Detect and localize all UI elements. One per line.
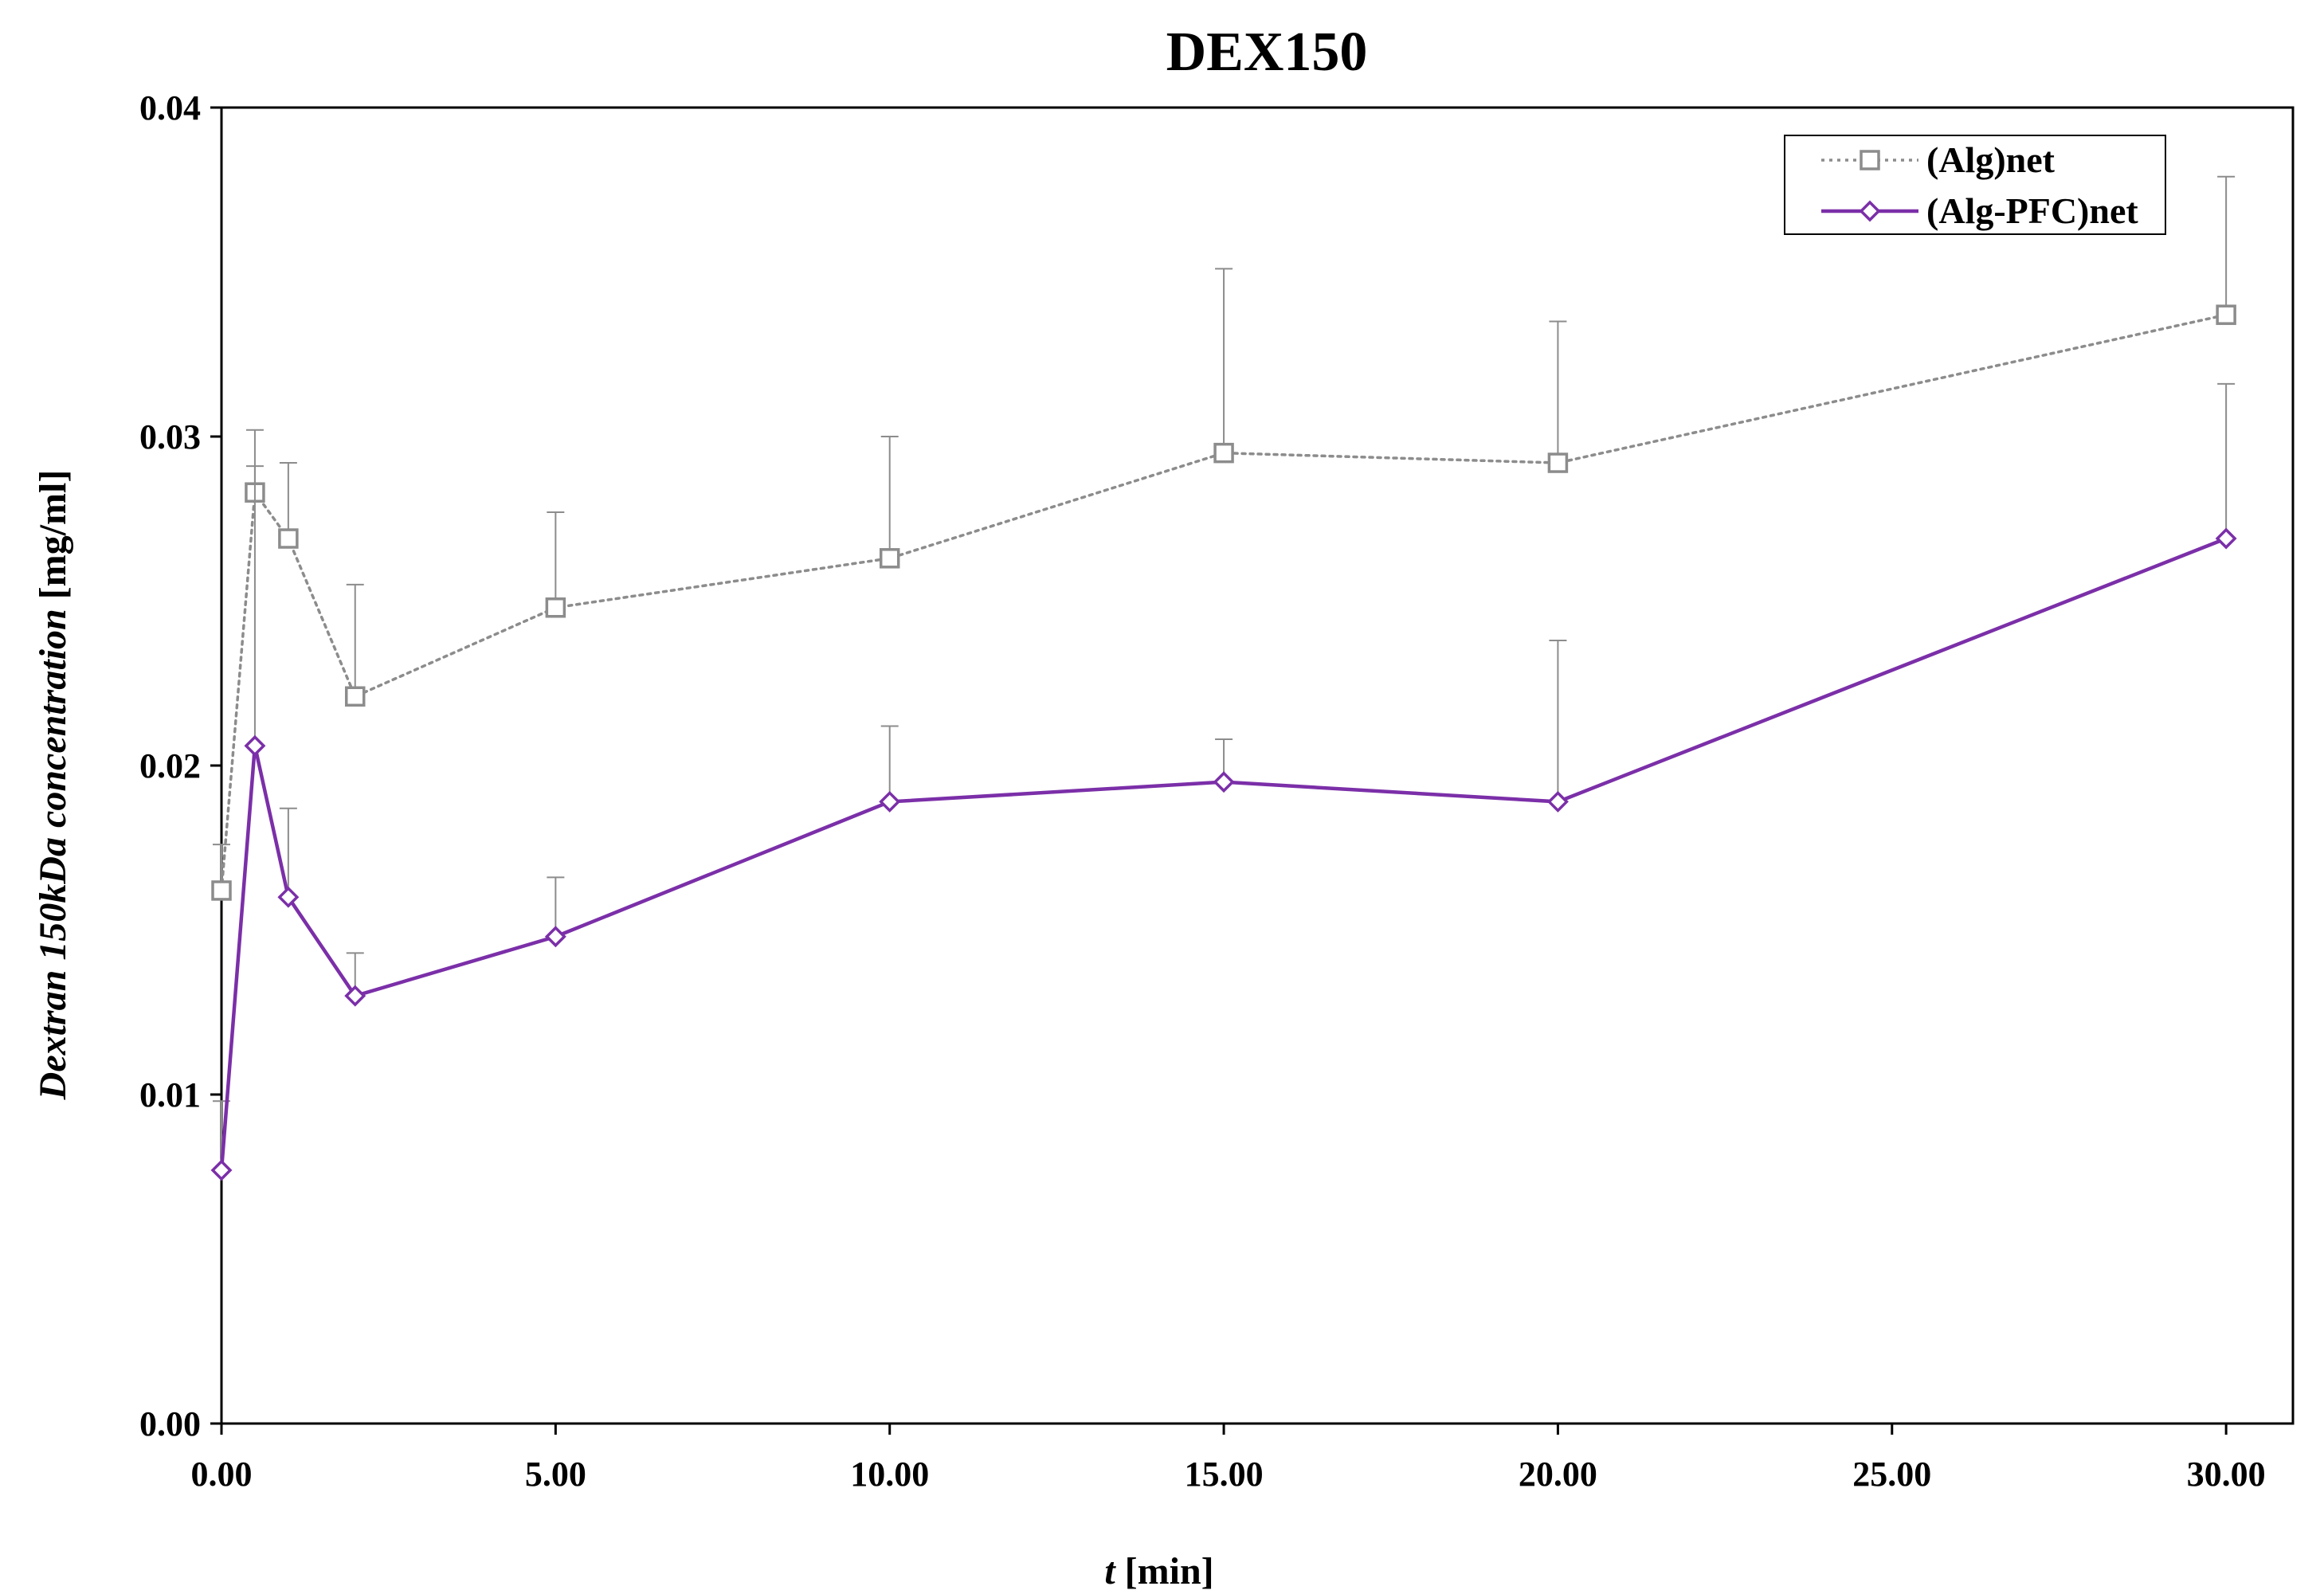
legend-marker (1860, 150, 1880, 170)
x-axis: 0.00 5.00 10.00 15.00 20.00 25.00 30.00 (191, 1424, 2266, 1494)
legend-label: (Alg-PFC)net (1926, 190, 2138, 231)
legend-box (1784, 135, 2166, 235)
y-axis: 0.00 0.01 0.02 0.03 0.04 (139, 88, 221, 1443)
data-point (879, 548, 900, 569)
plot-frame (220, 106, 2295, 1425)
x-tick-label: 15.00 (1185, 1455, 1264, 1494)
legend: (Alg)net (Alg-PFC)net (1784, 135, 2166, 235)
data-point (545, 597, 566, 618)
series-line (219, 536, 2228, 1173)
y-axis-label-quantity: Dextran 150kDa concentration (32, 609, 74, 1100)
legend-item: (Alg-PFC)net (1821, 190, 2138, 231)
error-bars (213, 175, 2236, 891)
y-tick-label: 0.04 (139, 88, 201, 127)
data-point (1213, 771, 1235, 793)
data-point (879, 790, 901, 813)
x-tick-label: 30.00 (2187, 1455, 2266, 1494)
x-axis-label-unit: [min] (1115, 1550, 1214, 1592)
legend-label: (Alg)net (1926, 139, 2056, 180)
y-axis-label: Dextran 150kDa concentration [mg/ml] (32, 470, 74, 1101)
x-axis-label-var: t (1104, 1550, 1116, 1592)
plot-area (220, 106, 2295, 1425)
error-bars (213, 382, 2236, 1170)
data-point (278, 528, 299, 549)
data-point (2215, 527, 2237, 550)
y-tick-label: 0.02 (139, 746, 201, 785)
x-tick-label: 20.00 (1519, 1455, 1597, 1494)
x-tick-label: 0.00 (191, 1455, 253, 1494)
data-point (211, 880, 232, 901)
x-axis-label: t [min] (1104, 1550, 1213, 1592)
data-point (1213, 442, 1234, 464)
y-tick-label: 0.03 (139, 417, 201, 456)
y-axis-label-unit: [mg/ml] (32, 470, 74, 609)
data-point (2216, 304, 2236, 325)
series-layer (210, 175, 2237, 1181)
y-tick-label: 0.00 (139, 1404, 201, 1443)
legend-item: (Alg)net (1821, 139, 2056, 180)
data-point (1546, 790, 1569, 813)
data-point (210, 1159, 233, 1181)
series-2 (210, 382, 2237, 1181)
x-tick-label: 10.00 (850, 1455, 929, 1494)
data-point (544, 926, 566, 948)
data-point (244, 734, 266, 757)
x-tick-label: 25.00 (1852, 1455, 1931, 1494)
data-point (277, 886, 300, 908)
x-tick-label: 5.00 (525, 1455, 586, 1494)
chart-title: DEX150 (1166, 22, 1368, 83)
data-point (344, 686, 366, 707)
data-point (344, 985, 366, 1007)
legend-marker (1859, 200, 1881, 222)
data-point (1547, 452, 1569, 473)
series-1 (211, 175, 2236, 901)
y-tick-label: 0.01 (139, 1075, 201, 1114)
